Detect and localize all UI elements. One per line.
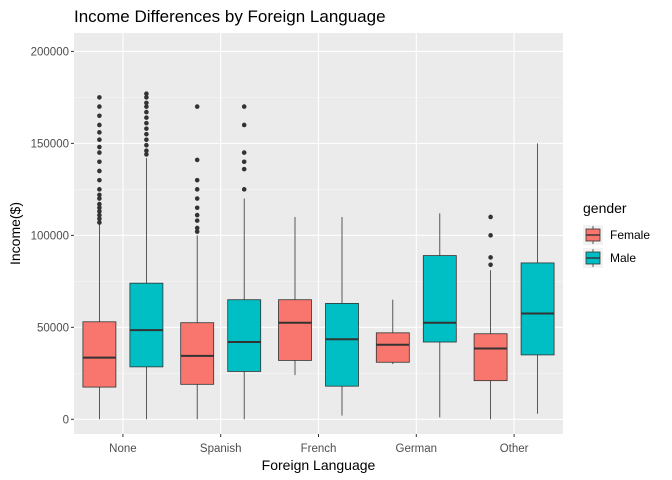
outlier-point xyxy=(97,201,102,207)
outlier-point xyxy=(194,187,200,192)
box xyxy=(422,255,457,343)
chart-title: Income Differences by Foreign Language xyxy=(74,7,386,26)
outlier-point xyxy=(241,166,247,172)
x-axis-ticks: None Spanish French German Other xyxy=(109,434,529,455)
outlier-point xyxy=(144,137,149,142)
box xyxy=(278,299,312,361)
x-tick-label: Other xyxy=(500,443,529,455)
y-tick-label: 50000 xyxy=(37,322,69,334)
outlier-point xyxy=(97,216,102,222)
outlier-point xyxy=(144,109,149,115)
outlier-point xyxy=(97,209,102,214)
box xyxy=(473,333,508,382)
outlier-point xyxy=(194,177,200,183)
outlier-point xyxy=(97,220,102,225)
outlier-point xyxy=(194,212,200,218)
x-tick-label: German xyxy=(396,443,438,455)
outlier-point xyxy=(194,205,200,211)
boxplot-male-none xyxy=(129,91,164,420)
boxplot-male-other xyxy=(520,143,555,414)
outlier-point xyxy=(241,122,247,128)
x-axis-title: Foreign Language xyxy=(262,457,376,473)
legend-label-male: Male xyxy=(610,251,636,265)
y-tick-label: 100000 xyxy=(31,230,69,242)
outlier-point xyxy=(97,122,102,128)
y-tick-label: 150000 xyxy=(31,138,69,150)
outlier-point xyxy=(488,262,493,268)
legend: gender Female Male xyxy=(583,200,650,268)
outlier-point xyxy=(241,187,247,192)
legend-title: gender xyxy=(583,200,627,216)
box xyxy=(180,322,215,385)
outlier-point xyxy=(97,196,102,201)
outlier-point xyxy=(97,130,102,135)
outlier-point xyxy=(194,218,200,223)
boxplot-male-french xyxy=(325,216,359,416)
outlier-point xyxy=(241,159,247,165)
outlier-point xyxy=(97,159,102,165)
outlier-point xyxy=(144,148,149,154)
x-tick-label: None xyxy=(109,443,137,455)
outlier-point xyxy=(97,144,102,150)
outlier-point xyxy=(144,115,149,120)
outlier-point xyxy=(194,229,200,234)
outlier-point xyxy=(97,137,102,142)
y-tick-label: 0 xyxy=(63,414,69,426)
outlier-point xyxy=(97,150,102,155)
outlier-point xyxy=(194,196,200,201)
box xyxy=(227,299,262,372)
y-tick-label: 200000 xyxy=(31,46,69,58)
box xyxy=(129,282,164,368)
x-tick-label: French xyxy=(301,443,337,455)
boxplot-male-german xyxy=(422,213,457,418)
outlier-point xyxy=(97,212,102,218)
y-axis-title: Income($) xyxy=(7,202,23,265)
outlier-point xyxy=(97,95,102,100)
box xyxy=(520,262,555,356)
box xyxy=(325,302,359,387)
outlier-point xyxy=(144,91,149,97)
box xyxy=(82,321,117,388)
outlier-point xyxy=(194,104,200,109)
boxplot-male-spanish xyxy=(227,104,262,420)
outlier-point xyxy=(144,126,149,131)
outlier-point xyxy=(241,150,247,155)
boxplots xyxy=(82,91,555,420)
outlier-point xyxy=(488,233,493,238)
y-axis-ticks: 0 50000 100000 150000 200000 xyxy=(31,46,74,426)
outlier-point xyxy=(97,113,102,119)
outlier-point xyxy=(144,142,149,148)
legend-label-female: Female xyxy=(610,228,650,242)
boxplot-female-german xyxy=(375,299,410,365)
outlier-point xyxy=(97,168,102,174)
outlier-point xyxy=(194,225,200,231)
outlier-point xyxy=(97,192,102,198)
outlier-point xyxy=(97,187,102,192)
box xyxy=(375,332,410,363)
outlier-point xyxy=(194,157,200,163)
boxplot-female-other xyxy=(473,214,508,420)
outlier-point xyxy=(97,177,102,183)
outlier-point xyxy=(144,152,149,157)
boxplot-female-spanish xyxy=(180,104,215,420)
boxplot-female-none xyxy=(82,95,117,420)
outlier-point xyxy=(488,214,493,220)
legend-key-female xyxy=(583,225,603,245)
x-tick-label: Spanish xyxy=(200,443,242,455)
outlier-point xyxy=(144,131,149,137)
major-gridlines xyxy=(74,33,563,434)
outlier-point xyxy=(488,255,493,260)
outlier-point xyxy=(144,95,149,100)
legend-key-male xyxy=(583,248,603,268)
boxplot-female-french xyxy=(278,216,312,376)
outlier-point xyxy=(97,205,102,211)
outlier-point xyxy=(144,100,149,106)
outlier-point xyxy=(241,104,247,109)
outlier-point xyxy=(144,104,149,109)
outlier-point xyxy=(97,104,102,109)
outlier-point xyxy=(144,120,149,126)
